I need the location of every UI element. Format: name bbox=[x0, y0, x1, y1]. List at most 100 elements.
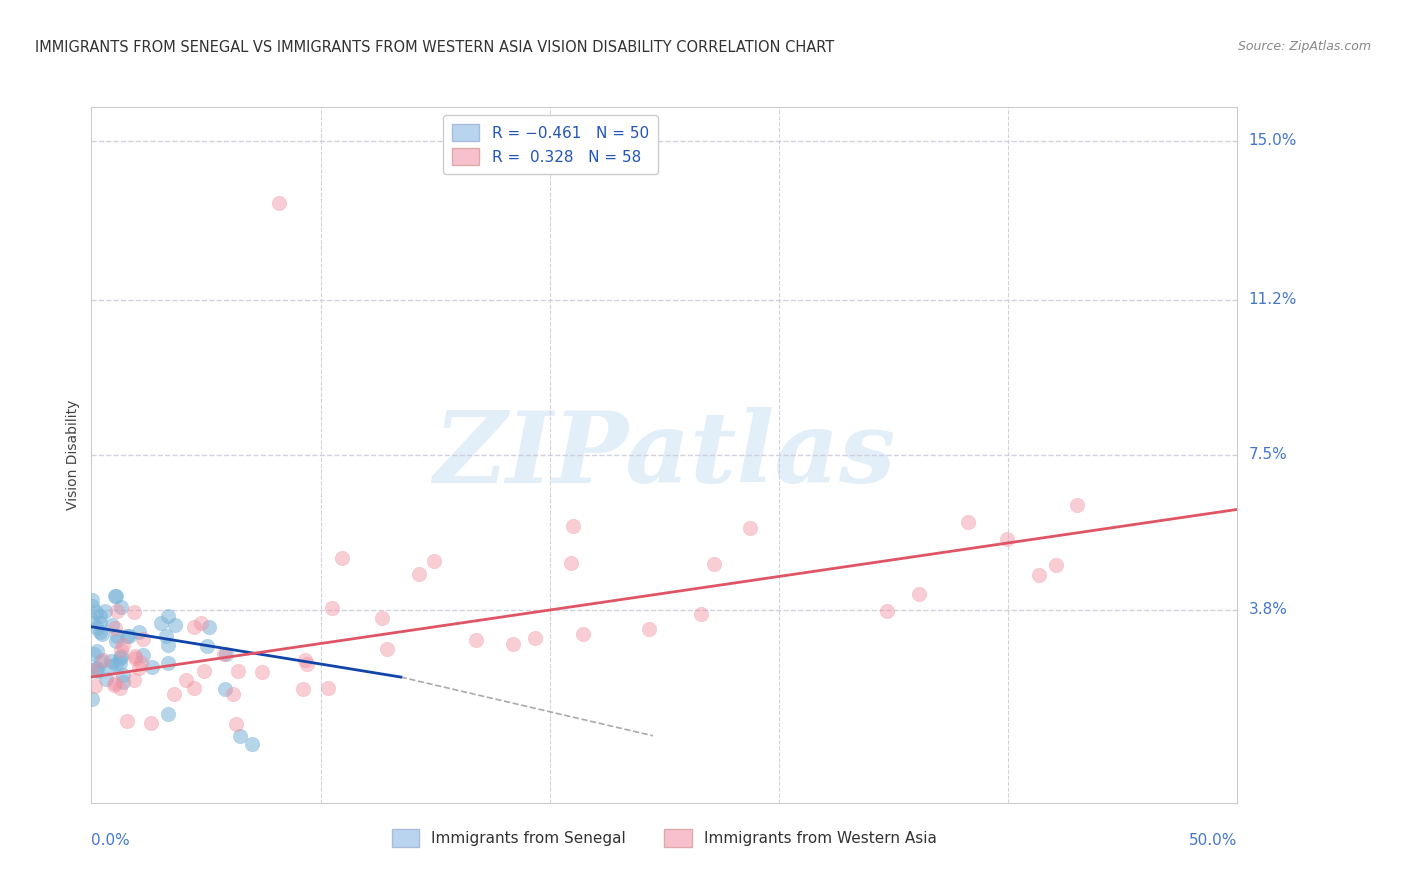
Text: 7.5%: 7.5% bbox=[1249, 448, 1286, 462]
Point bbox=[110, 648, 132, 663]
Point bbox=[502, 637, 524, 651]
Text: 11.2%: 11.2% bbox=[1249, 293, 1296, 308]
Point bbox=[240, 737, 263, 751]
Point bbox=[94, 672, 117, 686]
Point bbox=[90, 626, 112, 640]
Point bbox=[637, 622, 659, 636]
Point bbox=[93, 604, 115, 618]
Point bbox=[111, 638, 134, 652]
Point bbox=[162, 687, 184, 701]
Point bbox=[292, 682, 315, 697]
Point bbox=[371, 611, 394, 625]
Point bbox=[122, 673, 145, 687]
Point bbox=[222, 687, 245, 701]
Point bbox=[105, 629, 128, 643]
Point bbox=[215, 647, 238, 661]
Point bbox=[297, 657, 319, 671]
Point bbox=[117, 629, 139, 643]
Point bbox=[269, 196, 291, 211]
Point bbox=[156, 707, 179, 722]
Point bbox=[225, 716, 247, 731]
Point bbox=[561, 519, 583, 533]
Point bbox=[86, 661, 108, 675]
Point bbox=[703, 557, 725, 571]
Point bbox=[139, 716, 162, 731]
Point bbox=[124, 651, 146, 665]
Point bbox=[995, 532, 1018, 546]
Point bbox=[229, 729, 252, 743]
Point bbox=[100, 655, 122, 669]
Point bbox=[86, 621, 108, 635]
Point bbox=[100, 658, 122, 673]
Point bbox=[83, 679, 105, 693]
Point bbox=[876, 604, 898, 618]
Point bbox=[82, 663, 104, 677]
Point bbox=[124, 648, 146, 663]
Text: IMMIGRANTS FROM SENEGAL VS IMMIGRANTS FROM WESTERN ASIA VISION DISABILITY CORREL: IMMIGRANTS FROM SENEGAL VS IMMIGRANTS FR… bbox=[35, 40, 834, 55]
Point bbox=[80, 613, 103, 627]
Text: Source: ZipAtlas.com: Source: ZipAtlas.com bbox=[1237, 40, 1371, 54]
Point bbox=[141, 660, 163, 674]
Point bbox=[132, 648, 155, 662]
Point bbox=[176, 673, 198, 688]
Point bbox=[84, 662, 107, 676]
Point bbox=[156, 656, 179, 670]
Point bbox=[560, 556, 582, 570]
Point bbox=[131, 632, 153, 646]
Point bbox=[112, 675, 135, 690]
Point bbox=[89, 609, 111, 624]
Point bbox=[93, 652, 115, 666]
Point bbox=[195, 639, 218, 653]
Y-axis label: Vision Disability: Vision Disability bbox=[66, 400, 80, 510]
Point bbox=[321, 601, 343, 615]
Point bbox=[107, 604, 129, 618]
Point bbox=[111, 668, 134, 682]
Point bbox=[108, 681, 131, 696]
Point bbox=[89, 624, 111, 639]
Point bbox=[128, 625, 150, 640]
Point bbox=[118, 629, 141, 643]
Point bbox=[250, 665, 273, 680]
Point bbox=[90, 654, 112, 668]
Point bbox=[163, 618, 186, 632]
Point bbox=[157, 608, 180, 623]
Point bbox=[464, 632, 486, 647]
Point bbox=[87, 665, 110, 679]
Point bbox=[523, 631, 546, 645]
Point bbox=[408, 567, 430, 582]
Point bbox=[117, 714, 139, 728]
Point bbox=[150, 616, 173, 631]
Point bbox=[689, 607, 711, 622]
Text: 50.0%: 50.0% bbox=[1189, 833, 1237, 848]
Point bbox=[294, 653, 316, 667]
Point bbox=[956, 515, 979, 529]
Legend: Immigrants from Senegal, Immigrants from Western Asia: Immigrants from Senegal, Immigrants from… bbox=[384, 822, 945, 855]
Point bbox=[110, 599, 132, 614]
Point bbox=[110, 657, 132, 671]
Point bbox=[197, 620, 219, 634]
Point bbox=[110, 643, 132, 657]
Point bbox=[183, 619, 205, 633]
Text: 0.0%: 0.0% bbox=[91, 833, 131, 848]
Point bbox=[330, 551, 353, 566]
Point bbox=[131, 656, 153, 670]
Text: 3.8%: 3.8% bbox=[1249, 602, 1288, 617]
Point bbox=[104, 589, 127, 603]
Point bbox=[86, 644, 108, 658]
Point bbox=[375, 642, 398, 657]
Point bbox=[316, 681, 339, 695]
Point bbox=[104, 621, 127, 635]
Point bbox=[156, 638, 179, 652]
Point bbox=[155, 629, 177, 643]
Point bbox=[193, 664, 215, 678]
Text: ZIPatlas: ZIPatlas bbox=[433, 407, 896, 503]
Point bbox=[212, 647, 235, 661]
Point bbox=[738, 521, 761, 535]
Point bbox=[226, 664, 249, 678]
Point bbox=[124, 605, 146, 619]
Point bbox=[128, 661, 150, 675]
Point bbox=[908, 587, 931, 601]
Point bbox=[80, 592, 103, 607]
Point bbox=[1045, 558, 1067, 573]
Point bbox=[423, 554, 446, 568]
